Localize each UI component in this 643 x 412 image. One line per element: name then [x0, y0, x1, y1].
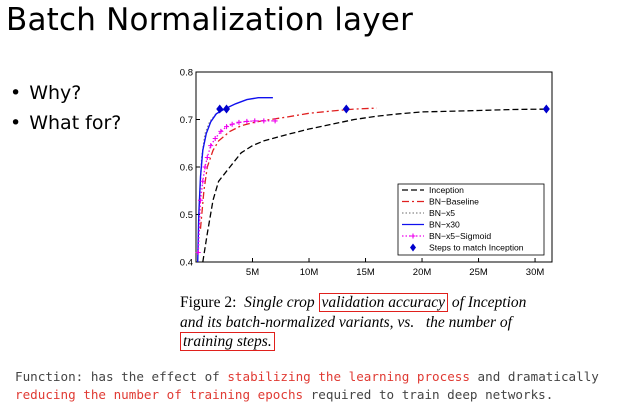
series-line	[202, 108, 547, 263]
legend-label: BN−x5	[429, 208, 455, 218]
sigmoid-marker	[224, 124, 230, 130]
sigmoid-marker	[252, 118, 258, 124]
function-text: : has the effect of	[75, 369, 228, 384]
function-note-line-2: reducing the number of training epochs r…	[15, 386, 635, 404]
sigmoid-marker	[208, 143, 214, 149]
function-note-line-1: Function: has the effect of stabilizing …	[15, 368, 635, 386]
y-tick-label: 0.6	[180, 163, 193, 174]
sigmoid-marker	[202, 164, 208, 170]
sigmoid-marker	[229, 121, 235, 127]
sigmoid-marker	[198, 197, 204, 203]
steps-marker	[342, 104, 350, 114]
legend-label: BN−x5−Sigmoid	[429, 231, 491, 241]
legend-label: Inception	[429, 185, 464, 195]
legend-swatch-marker	[410, 233, 416, 239]
x-tick-label: 15M	[356, 267, 375, 278]
x-tick-label: 5M	[246, 267, 259, 278]
legend-box	[397, 183, 545, 256]
x-tick-label: 30M	[526, 267, 545, 278]
legend-label: BN−x30	[429, 220, 460, 230]
steps-marker	[223, 104, 231, 114]
legend-label: Steps to match Inception	[429, 243, 524, 253]
caption-label: Figure 2:	[180, 294, 237, 311]
caption-highlight-validation: validation accuracy	[318, 293, 449, 312]
function-label: Function	[15, 369, 76, 384]
x-axis: 5M 10M 15M 20M 25M 30M	[246, 258, 544, 278]
bullet-item: Why?	[10, 78, 121, 108]
caption-highlight-steps: training steps.	[180, 332, 275, 352]
steps-marker	[542, 104, 550, 114]
function-highlight: reducing the number of training epochs	[15, 387, 304, 402]
x-tick-label: 25M	[469, 267, 488, 278]
sigmoid-marker	[218, 128, 224, 134]
y-tick-label: 0.8	[180, 68, 193, 79]
x-tick-label: 10M	[300, 267, 319, 278]
caption-line-2: and its batch-normalized variants, vs. t…	[180, 313, 512, 331]
series-line	[199, 107, 377, 229]
accuracy-chart: 0.4 0.5 0.6 0.7 0.8 5M 10M 15M 20M 25M 30M Incept…	[180, 68, 553, 278]
y-tick-label: 0.7	[180, 115, 193, 126]
caption-text: Single crop	[244, 294, 315, 311]
bullet-list: Why? What for?	[10, 78, 121, 138]
function-text: and dramatically	[469, 369, 599, 384]
function-highlight: stabilizing the learning process	[227, 369, 470, 384]
sigmoid-marker	[261, 118, 267, 124]
slide-title: Batch Normalization layer	[6, 2, 414, 38]
sigmoid-marker	[236, 119, 242, 125]
figure-caption: Figure 2: Single crop validation accurac…	[180, 293, 580, 352]
series-line	[197, 97, 273, 263]
y-tick-label: 0.5	[180, 210, 193, 221]
sigmoid-marker	[244, 118, 250, 124]
caption-text: of Inception	[451, 294, 527, 311]
caption-line-1: Figure 2: Single crop validation accurac…	[180, 293, 580, 313]
x-tick-label: 20M	[413, 267, 432, 278]
sigmoid-marker	[200, 178, 206, 184]
sigmoid-marker	[204, 155, 210, 160]
legend-swatch	[410, 243, 416, 252]
sigmoid-marker	[272, 118, 278, 124]
function-note: Function: has the effect of stabilizing …	[15, 368, 635, 404]
y-tick-label: 0.4	[180, 258, 193, 269]
steps-marker	[216, 104, 224, 114]
caption-line-3: training steps.	[180, 332, 580, 352]
legend-label: BN−Baseline	[429, 197, 479, 207]
sigmoid-marker	[212, 136, 218, 141]
series-lines	[195, 97, 550, 263]
function-text: required to train deep networks.	[303, 387, 554, 402]
bullet-item: What for?	[10, 108, 121, 138]
sigmoid-marker	[195, 250, 201, 255]
y-axis: 0.4 0.5 0.6 0.7 0.8	[180, 68, 200, 269]
